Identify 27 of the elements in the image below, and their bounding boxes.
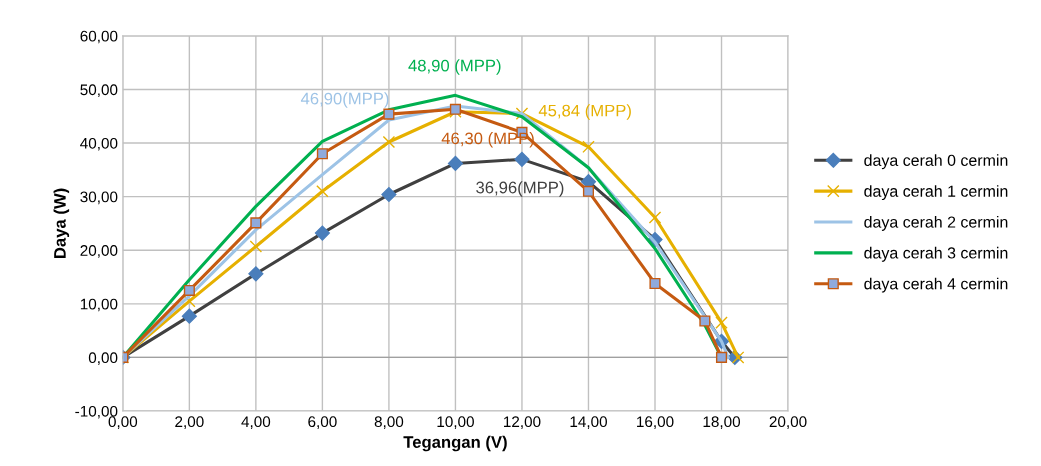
x-tick-label: 4,00 (241, 416, 271, 429)
x-tick-label: 14,00 (570, 416, 607, 429)
y-tick-label: 60,00 (80, 30, 118, 44)
x-tick-label: 20,00 (769, 416, 807, 429)
y-tick-label: 50,00 (80, 84, 118, 97)
x-tick-label: 2,00 (175, 416, 204, 429)
y-tick-label: 20,00 (80, 245, 118, 258)
y-tick-label: 0,00 (88, 352, 118, 365)
legend-label: daya cerah 2 cermin (864, 216, 1008, 231)
x-axis-title: Tegangan (V) (403, 435, 507, 452)
legend-label: daya cerah 0 cermin (864, 154, 1008, 170)
y-axis-title: Daya (W) (53, 188, 70, 258)
x-tick-label: 16,00 (637, 416, 674, 429)
y-tick-label: 40,00 (80, 137, 118, 151)
x-tick-label: 6,00 (308, 416, 337, 429)
x-tick-label: 10,00 (437, 416, 474, 429)
annotation: 45,84 (MPP) (538, 104, 631, 120)
x-tick-label: 12,00 (504, 416, 541, 429)
x-tick-label: 18,00 (703, 416, 741, 429)
x-tick-label: 8,00 (374, 416, 404, 429)
y-tick-label: 10,00 (80, 298, 118, 312)
legend-label: daya cerah 4 cermin (864, 277, 1008, 293)
annotation: 36,96(MPP) (476, 181, 564, 197)
y-tick-label: 30,00 (80, 191, 118, 205)
annotation: 48,90 (MPP) (408, 59, 501, 75)
legend-label: daya cerah 3 cermin (864, 246, 1008, 262)
legend-label: daya cerah 1 cermin (864, 185, 1008, 201)
